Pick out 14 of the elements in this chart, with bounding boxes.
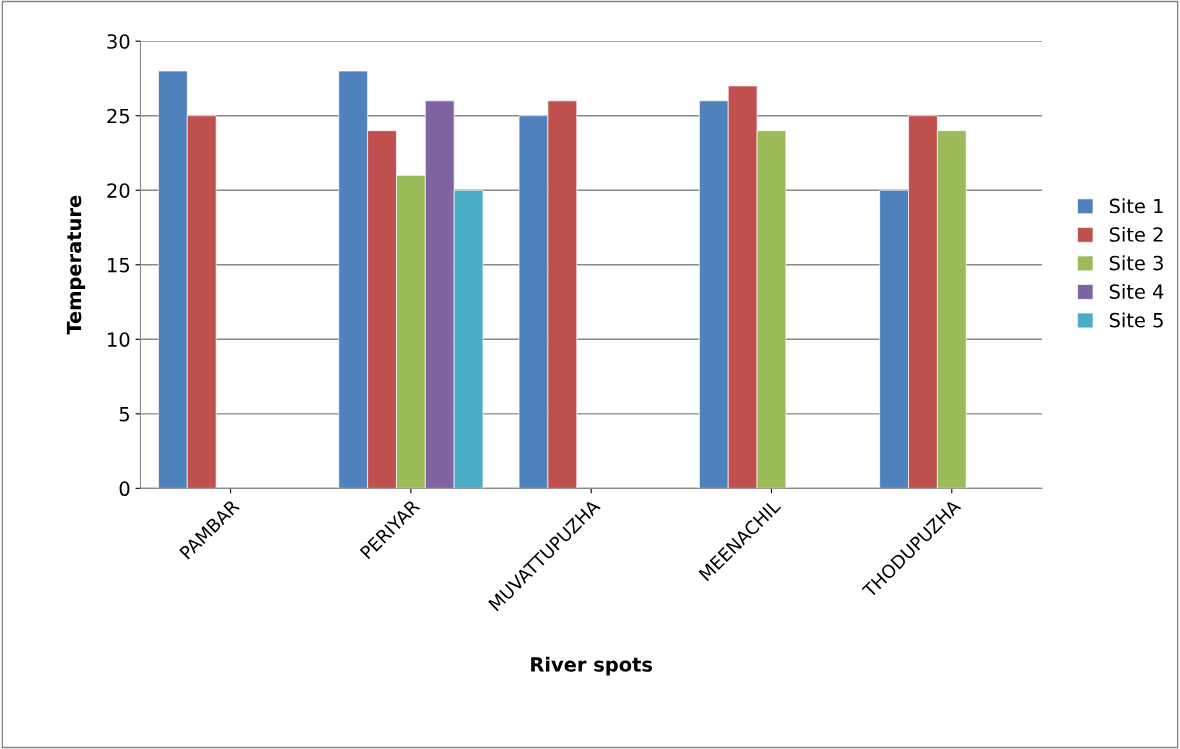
- legend-label: Site 3: [1109, 255, 1163, 271]
- legend-label: Site 2: [1109, 226, 1163, 242]
- y-tick-label: 25: [107, 108, 129, 124]
- y-tick-label: 0: [119, 481, 130, 497]
- x-axis-title: River spots: [531, 656, 653, 676]
- y-tick-label: 10: [108, 332, 130, 347]
- y-tick-label: 15: [108, 257, 129, 273]
- legend-label: Site 4: [1109, 283, 1164, 299]
- legend-label: Site 1: [1109, 198, 1163, 214]
- y-tick-label: 20: [107, 183, 130, 198]
- legend-label: Site 5: [1109, 312, 1163, 328]
- y-tick-label: 5: [119, 407, 129, 422]
- y-axis-title: Temperature: [66, 195, 86, 335]
- y-tick-label: 30: [107, 34, 130, 49]
